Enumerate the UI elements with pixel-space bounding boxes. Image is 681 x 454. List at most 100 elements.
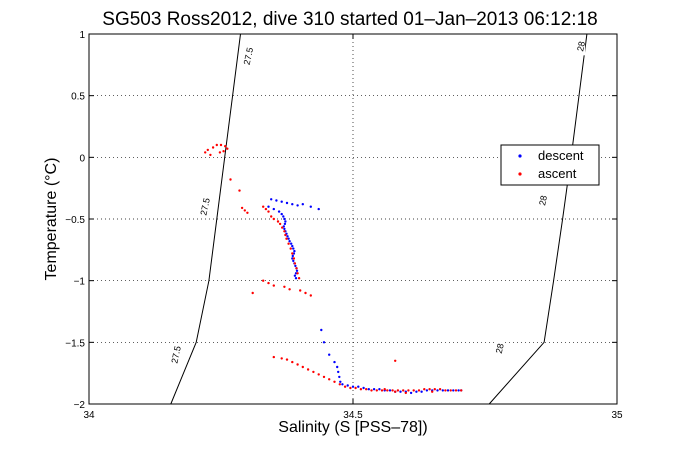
ascent-point bbox=[370, 389, 373, 392]
ascent-point bbox=[287, 242, 290, 245]
descent-point bbox=[286, 235, 289, 238]
ascent-point bbox=[454, 389, 458, 392]
y-tick-label: 1 bbox=[79, 30, 85, 41]
descent-point bbox=[457, 389, 460, 392]
ascent-point bbox=[460, 389, 463, 392]
contour-label: 28 bbox=[575, 40, 587, 52]
descent-point bbox=[284, 220, 287, 223]
ascent-point bbox=[262, 279, 265, 282]
descent-point bbox=[341, 383, 344, 386]
ascent-point bbox=[338, 383, 341, 386]
contour-label: 27.5 bbox=[242, 47, 255, 66]
ascent-point bbox=[299, 289, 302, 292]
descent-point bbox=[293, 249, 296, 253]
ascent-point bbox=[283, 285, 286, 288]
descent-point bbox=[309, 205, 312, 208]
ascent-point bbox=[204, 151, 207, 154]
ascent-point bbox=[349, 386, 352, 390]
descent-point bbox=[301, 203, 304, 206]
ascent-point bbox=[284, 233, 287, 237]
ascent-point bbox=[292, 257, 296, 260]
descent-point bbox=[452, 389, 455, 392]
ascent-point bbox=[295, 267, 298, 270]
ascent-point bbox=[272, 355, 275, 359]
contour-label-background bbox=[244, 47, 253, 66]
legend-label-descent: descent bbox=[538, 148, 584, 163]
contour-label-background bbox=[577, 37, 586, 56]
contour-label: 27.5 bbox=[169, 345, 182, 364]
descent-point bbox=[295, 269, 299, 272]
descent-point bbox=[420, 390, 423, 393]
ascent-point bbox=[317, 373, 320, 376]
ascent-point bbox=[270, 215, 273, 218]
descent-point bbox=[272, 207, 275, 211]
ascent-point bbox=[354, 386, 357, 390]
descent-point bbox=[292, 259, 295, 263]
descent-point bbox=[317, 207, 320, 211]
descent-point bbox=[294, 264, 297, 268]
descent-point bbox=[328, 353, 331, 356]
contour-label: 27.5 bbox=[198, 197, 211, 216]
ascent-point bbox=[229, 178, 232, 181]
descent-point bbox=[283, 217, 286, 221]
descent-point bbox=[287, 237, 290, 240]
descent-point bbox=[285, 201, 289, 205]
descent-point bbox=[275, 199, 278, 202]
ascent-point bbox=[383, 388, 386, 391]
legend-box bbox=[500, 144, 600, 186]
legend: descent ascent bbox=[500, 144, 600, 186]
legend-label-ascent: ascent bbox=[538, 166, 577, 181]
descent-point bbox=[378, 388, 381, 391]
ascent-point bbox=[209, 153, 212, 157]
ascent-point bbox=[394, 359, 397, 362]
ascent-point bbox=[431, 390, 434, 393]
descent-point bbox=[320, 328, 323, 332]
data-points bbox=[204, 143, 463, 395]
descent-point bbox=[399, 390, 402, 393]
descent-point bbox=[357, 385, 360, 388]
descent-point bbox=[283, 222, 287, 226]
ascent-point bbox=[297, 277, 301, 280]
descent-point bbox=[290, 242, 293, 245]
plot-area: 27.5 27.5 27.5 28 28 28 34 34.5 35 1 0.5 0 −0.5 −1 −1… bbox=[65, 30, 623, 421]
descent-point bbox=[351, 385, 355, 388]
descent-point bbox=[337, 370, 340, 374]
ascent-point bbox=[267, 281, 270, 285]
legend-marker-descent bbox=[518, 154, 522, 158]
descent-point bbox=[367, 388, 370, 391]
ascent-point bbox=[391, 389, 394, 392]
descent-point bbox=[388, 389, 392, 392]
ascent-point bbox=[328, 378, 331, 381]
descent-point bbox=[336, 365, 339, 369]
ascent-point bbox=[251, 291, 254, 295]
descent-point bbox=[441, 389, 444, 392]
legend-marker-ascent bbox=[518, 172, 522, 176]
descent-point bbox=[409, 391, 413, 395]
contour-label: 28 bbox=[537, 195, 549, 207]
ascent-point bbox=[322, 375, 326, 379]
descent-point bbox=[291, 244, 294, 248]
descent-point bbox=[339, 380, 342, 383]
descent-point bbox=[346, 384, 349, 387]
ascent-point bbox=[433, 388, 436, 391]
ascent-point bbox=[380, 389, 384, 392]
ascent-point bbox=[301, 365, 304, 369]
descent-point bbox=[280, 200, 283, 203]
ascent-point bbox=[343, 385, 347, 388]
x-tick-label: 34 bbox=[83, 410, 95, 421]
ascent-point bbox=[218, 151, 222, 154]
ascent-point bbox=[246, 211, 249, 214]
x-tick-label: 34.5 bbox=[343, 410, 363, 421]
ascent-point bbox=[296, 272, 299, 275]
y-tick-label: 0.5 bbox=[71, 92, 85, 103]
descent-point bbox=[372, 388, 376, 391]
contour-label-background bbox=[201, 197, 210, 216]
descent-point bbox=[415, 390, 418, 393]
y-tick-label: −1 bbox=[74, 277, 86, 288]
ascent-point bbox=[267, 210, 270, 213]
ascent-point bbox=[243, 209, 246, 212]
ascent-point bbox=[238, 189, 241, 192]
descent-point bbox=[277, 210, 281, 213]
ascent-point bbox=[304, 291, 307, 295]
ascent-point bbox=[309, 294, 312, 297]
